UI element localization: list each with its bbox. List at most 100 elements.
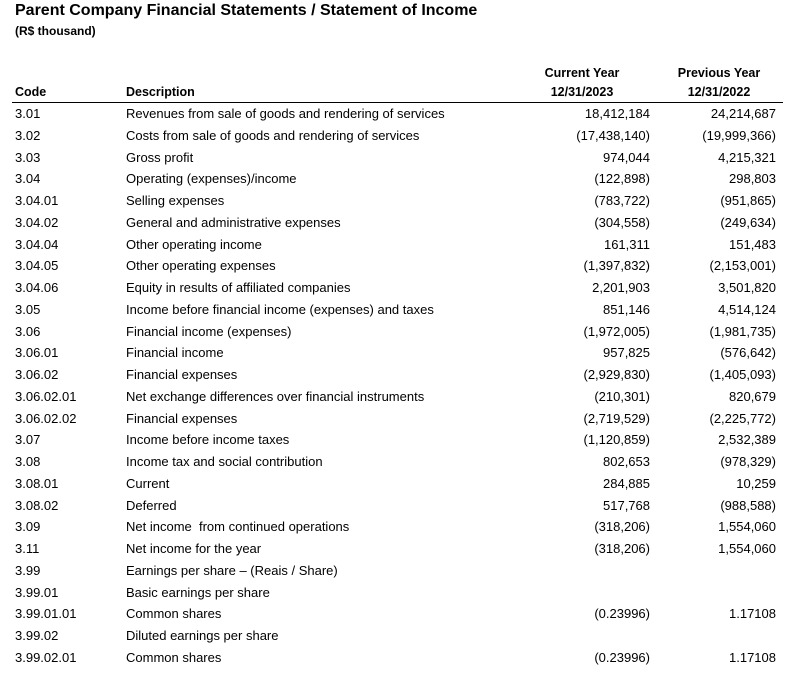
table-row: 3.04.05 Other operating expenses (1,397,83… — [0, 256, 792, 278]
row-code: 3.04 — [15, 171, 41, 187]
row-code: 3.99.02.01 — [15, 649, 77, 665]
row-code: 3.04.01 — [15, 193, 59, 208]
table-row: 3.04.06 Equity in results of affiliated c… — [0, 278, 792, 300]
row-description: Selling expenses — [126, 193, 225, 208]
row-code: 3.08 — [15, 454, 41, 469]
row-code: 3.99.02 — [15, 628, 59, 643]
row-previous-year-value: 820,679 — [729, 388, 776, 404]
row-code: 3.04.04 — [15, 236, 59, 252]
table-row: 3.04.04 Other operating income 161,311 151,… — [0, 235, 792, 257]
table-row: 3.07 Income before income taxes (1,120,859… — [0, 430, 792, 452]
row-current-year-value: 957,825 — [603, 345, 650, 361]
table-row: 3.08 Income tax and social contribution 80… — [0, 452, 792, 474]
row-code: 3.04.05 — [15, 258, 59, 274]
header-previous-date: 12/31/2022 — [687, 85, 751, 99]
table-row: 3.04 Operating (expenses)/income (122,898)… — [0, 169, 792, 191]
row-previous-year-value: (19,999,366) — [702, 127, 776, 143]
table-row: 3.99.02.01 Common shares (0.23996) 1.17108 — [0, 648, 792, 670]
row-previous-year-value: 4,514,124 — [718, 301, 776, 317]
row-previous-year-value: (576,642) — [720, 345, 776, 361]
row-current-year-value: (1,120,859) — [583, 432, 651, 448]
row-previous-year-value: 10,259 — [736, 475, 776, 491]
row-code: 3.99 — [15, 562, 41, 578]
row-code: 3.06.02.02 — [15, 410, 77, 426]
table-row: 3.99.01.01 Common shares (0.23996) 1.17108 — [0, 604, 792, 626]
row-description: Operating (expenses)/income — [126, 171, 297, 187]
row-description: Revenues from sale of goods and renderin… — [126, 106, 445, 121]
row-description: Income before financial income (expenses… — [126, 301, 434, 317]
table-row: 3.08.02 Deferred 517,768 (988,588) — [0, 496, 792, 518]
row-current-year-value: 851,146 — [603, 301, 650, 317]
table-row: 3.04.02 General and administrative expens… — [0, 213, 792, 235]
row-description: Diluted earnings per share — [126, 628, 279, 643]
row-description: Gross profit — [126, 149, 194, 165]
row-description: Other operating expenses — [126, 258, 276, 274]
row-current-year-value: (318,206) — [594, 541, 650, 556]
row-code: 3.06.02.01 — [15, 388, 77, 404]
header-previous-label: Previous Year — [677, 66, 761, 80]
row-current-year-value: 974,044 — [603, 149, 650, 165]
table-row: 3.99.01 Basic earnings per share — [0, 583, 792, 605]
row-current-year-value: (210,301) — [594, 388, 650, 404]
row-code: 3.04.02 — [15, 214, 59, 230]
row-current-year-value: 284,885 — [603, 475, 650, 491]
row-previous-year-value: (978,329) — [720, 454, 776, 469]
row-description: Deferred — [126, 497, 177, 513]
row-current-year-value: 161,311 — [603, 236, 650, 252]
table-row: 3.99 Earnings per share – (Reais / Share) — [0, 561, 792, 583]
row-description: Current — [126, 475, 170, 491]
table-row: 3.04.01 Selling expenses (783,722) (951,865… — [0, 191, 792, 213]
row-previous-year-value: 2,532,389 — [718, 432, 776, 448]
row-previous-year-value: (1,981,735) — [709, 323, 777, 339]
row-current-year-value: (1,397,832) — [583, 258, 651, 274]
row-previous-year-value: 3,501,820 — [718, 280, 776, 295]
header-code: Code — [15, 85, 47, 99]
table-row: 3.08.01 Current 284,885 10,259 — [0, 474, 792, 496]
table-row: 3.99.02 Diluted earnings per share — [0, 626, 792, 648]
row-description: Income tax and social contribution — [126, 454, 323, 469]
row-previous-year-value: 4,215,321 — [718, 149, 776, 165]
table-row: 3.05 Income before financial income (expe… — [0, 300, 792, 322]
row-current-year-value: 2,201,903 — [592, 280, 650, 295]
row-code: 3.09 — [15, 519, 41, 535]
row-description: Financial income (expenses) — [126, 323, 292, 339]
row-description: Net exchange differences over financial … — [126, 388, 425, 404]
row-current-year-value: (2,929,830) — [583, 367, 651, 382]
row-description: Net income from continued operations — [126, 519, 350, 535]
row-description: Common shares — [126, 606, 222, 622]
row-current-year-value: 802,653 — [603, 454, 650, 469]
row-code: 3.06.01 — [15, 345, 59, 361]
row-description: Income before income taxes — [126, 432, 290, 448]
header-description: Description — [126, 85, 195, 99]
row-previous-year-value: (2,225,772) — [709, 410, 777, 426]
row-code: 3.08.02 — [15, 497, 59, 513]
table-row: 3.02 Costs from sale of goods and renderi… — [0, 126, 792, 148]
row-previous-year-value: 1.17108 — [729, 606, 776, 622]
row-previous-year-value: 1.17108 — [729, 649, 776, 665]
header-current-date: 12/31/2023 — [550, 85, 614, 99]
row-description: Basic earnings per share — [126, 584, 270, 600]
row-code: 3.99.01 — [15, 584, 59, 600]
row-current-year-value: (0.23996) — [594, 606, 650, 622]
page-title: Parent Company Financial Statements / St… — [15, 2, 478, 19]
table-row: 3.06.02.01 Net exchange differences over … — [0, 387, 792, 409]
row-description: Financial expenses — [126, 410, 238, 426]
row-code: 3.06 — [15, 323, 41, 339]
table-row: 3.03 Gross profit 974,044 4,215,321 — [0, 148, 792, 170]
row-current-year-value: (318,206) — [594, 519, 650, 535]
row-previous-year-value: (1,405,093) — [709, 367, 777, 382]
row-previous-year-value: 298,803 — [729, 171, 776, 187]
row-description: Financial expenses — [126, 367, 238, 382]
row-description: Common shares — [126, 649, 222, 665]
row-code: 3.11 — [15, 541, 40, 556]
row-current-year-value: 517,768 — [603, 497, 650, 513]
table-row: 3.06.02.02 Financial expenses (2,719,529) (… — [0, 409, 792, 431]
currency-unit: (R$ thousand) — [15, 24, 96, 38]
row-previous-year-value: (249,634) — [720, 214, 776, 230]
row-description: General and administrative expenses — [126, 214, 341, 230]
row-previous-year-value: (988,588) — [720, 497, 776, 513]
row-previous-year-value: 1,554,060 — [718, 541, 776, 556]
row-description: Equity in results of affiliated companie… — [126, 280, 351, 295]
row-current-year-value: (17,438,140) — [576, 127, 650, 143]
row-description: Net income for the year — [126, 541, 262, 556]
